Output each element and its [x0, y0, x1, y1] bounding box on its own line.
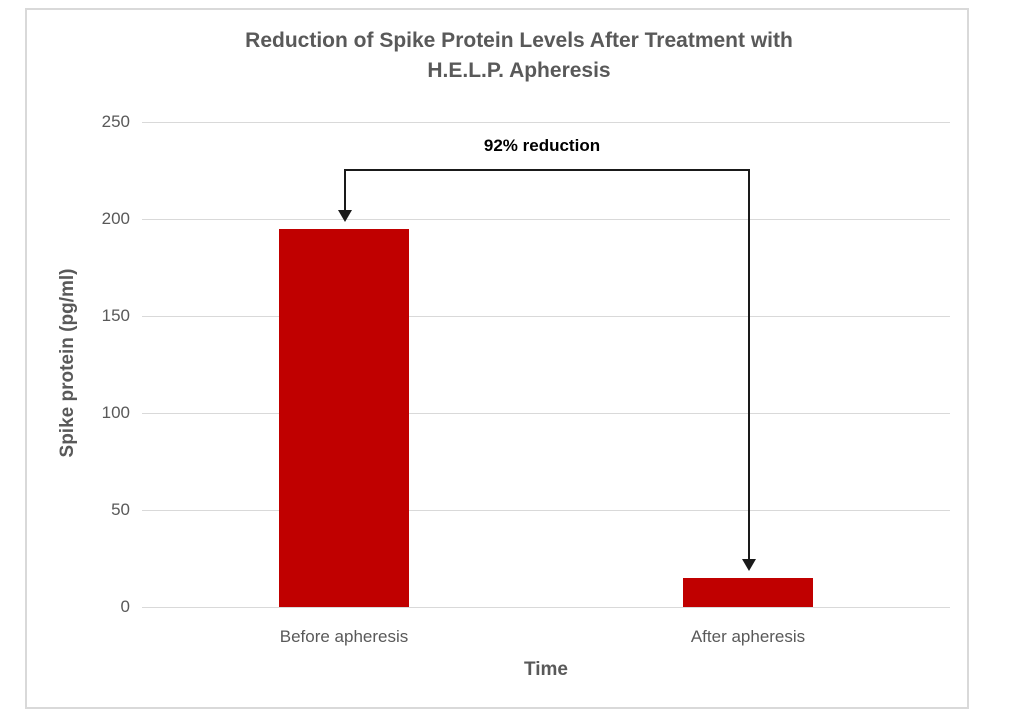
gridline-150 [142, 316, 950, 317]
annotation-bracket-line [344, 169, 750, 171]
y-tick-label-250: 250 [101, 112, 130, 131]
annotation-label: 92% reduction [483, 136, 601, 155]
gridline-0 [142, 607, 950, 608]
gridline-100 [142, 413, 950, 414]
plot-area [27, 10, 967, 707]
gridline-200 [142, 219, 950, 220]
annotation-arrow-before-head-icon [338, 210, 352, 222]
gridline-50 [142, 510, 950, 511]
y-tick-label-0: 0 [120, 597, 130, 616]
x-axis-title: Time [523, 659, 568, 680]
annotation-arrow-after-line [748, 169, 750, 559]
y-tick-label-200: 200 [101, 209, 130, 228]
y-tick-label-50: 50 [111, 500, 130, 519]
category-label-after-apheresis: After apheresis [690, 627, 806, 646]
y-tick-label-100: 100 [101, 403, 130, 422]
chart-title: Reduction of Spike Protein Levels After … [245, 29, 793, 82]
bar-before-apheresis [279, 229, 409, 607]
chart-figure: Reduction of Spike Protein Levels After … [25, 8, 969, 709]
category-label-before-apheresis: Before apheresis [279, 627, 409, 646]
y-tick-label-150: 150 [101, 306, 130, 325]
gridline-250 [142, 122, 950, 123]
annotation-arrow-after-head-icon [742, 559, 756, 571]
annotation-arrow-before-line [344, 169, 346, 210]
bar-after-apheresis [683, 578, 813, 607]
